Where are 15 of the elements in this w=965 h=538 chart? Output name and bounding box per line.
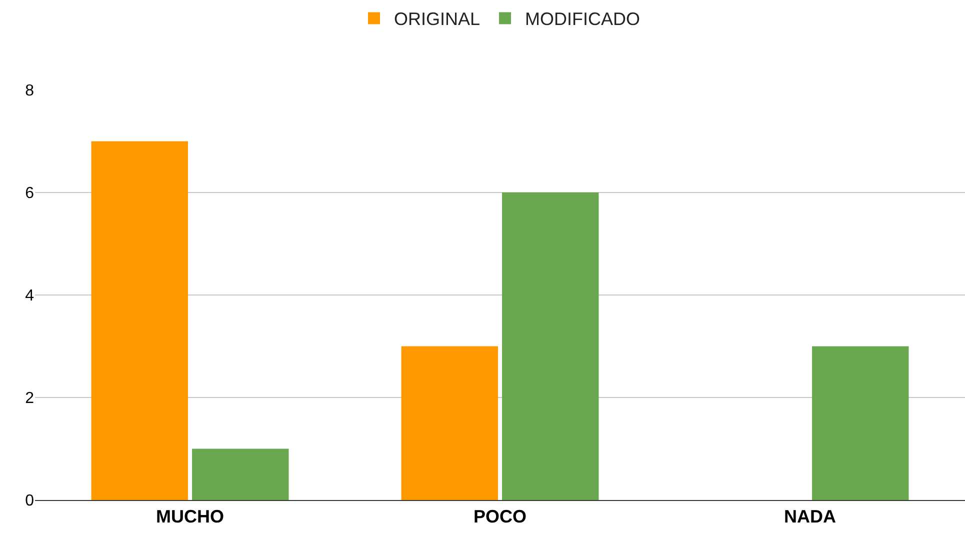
y-tick-label: 4 — [25, 288, 34, 305]
y-tick-label: 8 — [25, 82, 34, 100]
x-tick-label: NADA — [784, 506, 836, 527]
y-tick-label: 0 — [25, 492, 34, 510]
x-tick-label: MUCHO — [156, 506, 224, 527]
bar — [192, 448, 289, 500]
bar — [502, 192, 599, 500]
bar — [812, 346, 909, 500]
legend-label: MODIFICADO — [525, 9, 640, 30]
y-tick-label: 2 — [25, 390, 34, 408]
y-tick-label: 6 — [25, 185, 34, 202]
legend-label: ORIGINAL — [394, 9, 480, 30]
bar — [401, 346, 498, 500]
bar — [91, 141, 188, 500]
x-tick-label: POCO — [473, 506, 527, 527]
